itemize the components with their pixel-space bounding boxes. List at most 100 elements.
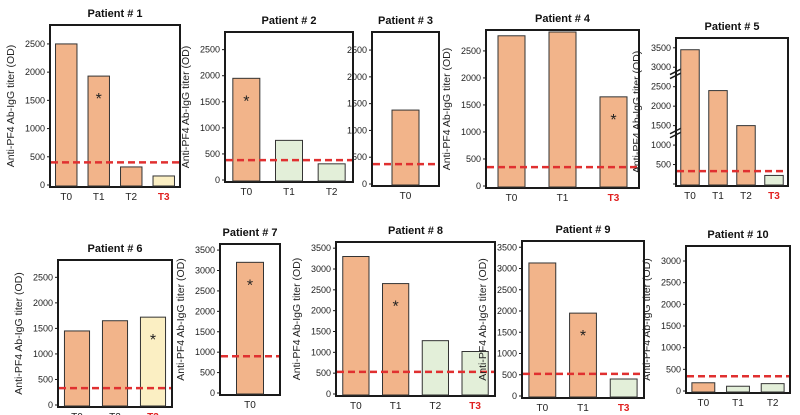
bar-t3 (139, 316, 167, 407)
bar-t2 (736, 125, 756, 186)
chart-title: Patient # 6 (87, 243, 142, 255)
bar-t0 (497, 35, 526, 188)
x-tick-label: T3 (768, 191, 780, 202)
y-tick-label: 1500 (661, 321, 681, 331)
x-tick-label: T2 (109, 412, 121, 415)
chart-title: Patient # 8 (388, 225, 443, 237)
y-tick-label: 2000 (497, 306, 517, 316)
y-tick-label: 1500 (461, 100, 481, 110)
x-tick-label: T2 (740, 191, 752, 202)
bar-t0 (55, 43, 78, 187)
y-tick-label: 3500 (195, 245, 215, 255)
plot-frame (521, 240, 645, 399)
y-tick-label: 1000 (497, 349, 517, 359)
significance-star: * (243, 93, 249, 110)
y-tick-label: 2000 (195, 306, 215, 316)
x-tick-label: T2 (326, 187, 338, 198)
y-axis-label: Anti-PF4 Ab-IgG titer (OD) (631, 51, 643, 174)
y-tick-label: 3000 (497, 264, 517, 274)
chart-patient-6: Patient # 6 0 500 1000 1500 2000 2500 Anti-PF4 … (13, 243, 173, 415)
x-tick-label: T3 (608, 193, 620, 204)
plot-frame (335, 241, 496, 397)
y-tick-label: 1000 (25, 124, 45, 134)
x-tick-label: T0 (536, 403, 548, 414)
significance-star: * (150, 332, 156, 349)
x-tick-label: T1 (712, 191, 724, 202)
y-tick-label: 1500 (311, 327, 331, 337)
y-tick-label: 0 (210, 388, 215, 398)
y-axis-label: Anti-PF4 Ab-IgG titer (OD) (180, 46, 192, 169)
bar-t0 (342, 256, 370, 396)
y-tick-label: 500 (205, 149, 220, 159)
x-tick-label: T2 (767, 398, 779, 409)
x-tick-label: T2 (430, 401, 442, 412)
y-tick-label: 2500 (311, 285, 331, 295)
y-tick-label: 3000 (661, 256, 681, 266)
y-axis-label: Anti-PF4 Ab-IgG titer (OD) (641, 258, 653, 381)
bar-t0 (528, 262, 557, 398)
chart-patient-5: Patient # 5 500 1000 1500 2000 2500 3000 3500 An… (631, 21, 789, 202)
y-tick-label: 500 (316, 368, 331, 378)
x-tick-label: T0 (684, 191, 696, 202)
y-tick-label: 0 (40, 180, 45, 190)
y-tick-label: 1000 (33, 349, 53, 359)
y-tick-label: 2500 (33, 272, 53, 282)
significance-star: * (393, 299, 399, 316)
y-axis-label: Anti-PF4 Ab-IgG titer (OD) (175, 258, 187, 381)
y-axis-label: Anti-PF4 Ab-IgG titer (OD) (291, 258, 303, 381)
axis-break-mark (669, 71, 683, 80)
x-tick-label: T1 (732, 398, 744, 409)
y-tick-label: 2500 (25, 39, 45, 49)
y-tick-label: 1500 (33, 323, 53, 333)
chart-patient-3: Patient # 3 0 500 1000 1500 2000 2500 T0 (347, 15, 440, 202)
axis-break-mark (669, 131, 683, 139)
y-tick-label: 1500 (200, 97, 220, 107)
y-tick-label: 500 (30, 152, 45, 162)
y-tick-label: 1000 (461, 127, 481, 137)
y-axis-label: Anti-PF4 Ab-IgG titer (OD) (477, 258, 489, 381)
x-tick-label: T0 (71, 412, 83, 415)
bar-t3 (461, 351, 489, 396)
x-tick-label: T0 (350, 401, 362, 412)
y-tick-label: 2500 (195, 286, 215, 296)
y-tick-label: 0 (362, 179, 367, 189)
y-tick-label: 3000 (651, 62, 671, 72)
bar-t1 (87, 75, 110, 187)
chart-patient-7: Patient # 7 0 500 1000 1500 2000 2500 3000 3500 A… (175, 227, 281, 411)
chart-patient-8: Patient # 8 0 500 1000 1500 2000 2500 3000 3500 A… (291, 225, 496, 412)
bar-t2 (101, 320, 129, 407)
bar-t1 (708, 90, 728, 186)
x-tick-label: T1 (557, 193, 569, 204)
y-tick-label: 2000 (311, 306, 331, 316)
y-tick-label: 500 (502, 370, 517, 380)
chart-title: Patient # 10 (707, 229, 768, 241)
x-tick-label: T3 (158, 192, 170, 203)
y-tick-label: 0 (676, 386, 681, 396)
y-tick-label: 1500 (651, 121, 671, 131)
x-tick-label: T0 (400, 191, 412, 202)
y-tick-label: 2500 (651, 82, 671, 92)
x-tick-label: T3 (469, 401, 481, 412)
x-tick-label: T0 (697, 398, 709, 409)
bar-t0 (63, 330, 91, 407)
plot-frame (224, 31, 354, 183)
bar-t1 (382, 283, 410, 396)
chart-title: Patient # 5 (704, 21, 759, 33)
y-tick-label: 1000 (195, 347, 215, 357)
chart-title: Patient # 4 (535, 13, 591, 25)
y-axis-label: Anti-PF4 Ab-IgG titer (OD) (13, 272, 25, 395)
bar-t0 (232, 77, 261, 182)
bar-t0 (391, 109, 420, 186)
bar-t2 (421, 340, 449, 396)
significance-star: * (96, 91, 102, 108)
plot-frame (57, 259, 173, 408)
significance-star: * (610, 112, 616, 129)
y-tick-label: 1500 (195, 327, 215, 337)
x-tick-label: T3 (147, 412, 159, 415)
y-tick-label: 1500 (25, 95, 45, 105)
bar-t0 (680, 49, 700, 186)
y-tick-label: 500 (352, 152, 367, 162)
y-tick-label: 3000 (311, 264, 331, 274)
